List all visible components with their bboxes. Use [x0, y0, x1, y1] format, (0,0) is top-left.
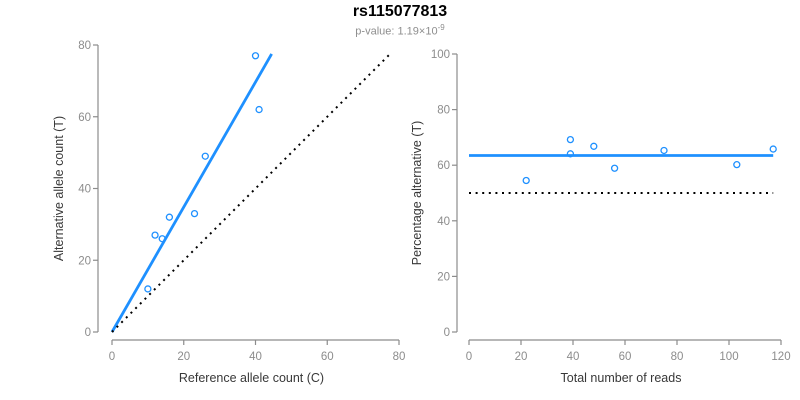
- x-tick-label: 40: [567, 351, 580, 363]
- data-point: [566, 150, 575, 158]
- data-point: [151, 231, 159, 239]
- y-tick-label: 40: [78, 184, 91, 196]
- x-tick-label: 40: [249, 351, 262, 363]
- data-point: [190, 209, 199, 218]
- data-point: [610, 164, 619, 172]
- data-point: [255, 105, 263, 114]
- x-tick-label: 20: [177, 351, 190, 363]
- subtitle-text: p-value: 1.19×10: [355, 25, 438, 38]
- data-point: [158, 235, 166, 243]
- y-tick-label: 80: [437, 105, 450, 117]
- y-axis-title: Alternative allele count (T): [52, 116, 66, 261]
- data-point: [769, 145, 777, 153]
- figure-title: rs115077813: [352, 3, 448, 20]
- y-tick-label: 20: [78, 255, 91, 267]
- y-tick-label: 60: [437, 160, 450, 172]
- data-point: [144, 285, 152, 293]
- y-tick-label: 60: [78, 112, 91, 124]
- y-tick-label: 0: [85, 327, 91, 339]
- data-point: [251, 52, 260, 60]
- data-point: [566, 135, 575, 144]
- proportion-fit-line: [110, 53, 273, 333]
- y-tick-label: 100: [431, 49, 450, 61]
- y-axis-title: Percentage alternative (T): [410, 121, 424, 266]
- x-tick-label: 60: [619, 351, 632, 363]
- subtitle-exponent: -9: [437, 23, 445, 32]
- y-tick-label: 40: [437, 216, 450, 228]
- x-axis-title: Total number of reads: [561, 371, 682, 385]
- figure-subtitle: p-value: 1.19×10-9: [0, 23, 800, 38]
- y-tick-label: 0: [444, 327, 450, 339]
- x-tick-label: 80: [671, 351, 684, 363]
- data-point: [733, 160, 741, 169]
- x-tick-label: 80: [393, 351, 406, 363]
- x-axis-title: Reference allele count (C): [179, 371, 324, 385]
- data-point: [590, 142, 598, 150]
- data-point: [165, 213, 174, 221]
- data-point: [201, 152, 209, 160]
- data-point: [522, 176, 530, 185]
- x-tick-label: 20: [515, 351, 528, 363]
- identity-line: [111, 53, 391, 333]
- x-tick-label: 100: [719, 351, 738, 363]
- x-tick-label: 0: [109, 351, 115, 363]
- y-tick-label: 80: [78, 40, 91, 52]
- x-tick-label: 120: [771, 351, 790, 363]
- x-tick-label: 60: [321, 351, 334, 363]
- y-tick-label: 20: [437, 271, 450, 283]
- data-point: [660, 146, 668, 155]
- x-tick-label: 0: [466, 351, 472, 363]
- allele-counts-plot: 0 20 40 60 80 0 20 40 60 80 Reference allele count…: [52, 40, 405, 385]
- percentage-vs-coverage-plot: 0 20 40 60 80 100 0 20 40 60 80 100 120 Total number …: [410, 49, 791, 385]
